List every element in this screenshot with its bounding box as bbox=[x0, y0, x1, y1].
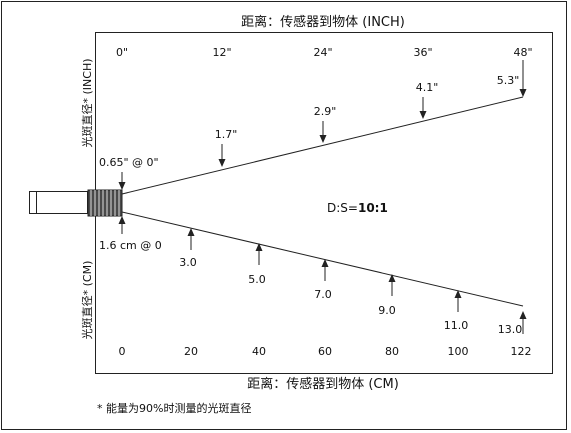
up-arrow bbox=[519, 311, 527, 334]
up-arrow bbox=[187, 228, 195, 250]
sensor-icon bbox=[29, 189, 123, 217]
spot-cm-label: 3.0 bbox=[179, 256, 197, 269]
spot-inch-label: 4.1" bbox=[416, 81, 439, 94]
origin-bottom-arrow bbox=[118, 216, 126, 234]
tick-inch: 48" bbox=[513, 46, 532, 59]
spot-inch-label: 2.9" bbox=[314, 105, 337, 118]
plot-frame bbox=[95, 32, 553, 374]
cm-ticks: 0 20 40 60 80 100 122 bbox=[119, 345, 532, 358]
beam-lower-edge bbox=[121, 211, 524, 307]
spot-cm-label: 7.0 bbox=[314, 288, 332, 301]
title-top: 距离：传感器到物体 (INCH) bbox=[241, 14, 405, 30]
tick-inch: 36" bbox=[413, 46, 432, 59]
up-arrow bbox=[388, 274, 396, 296]
tick-cm: 80 bbox=[385, 345, 399, 358]
up-arrow bbox=[255, 243, 263, 265]
down-arrow bbox=[419, 97, 427, 119]
inch-ticks: 0" 12" 24" 36" 48" bbox=[116, 46, 533, 59]
spot-inch-label: 5.3" bbox=[497, 74, 520, 87]
spot-cm-label: 5.0 bbox=[248, 273, 266, 286]
footnote: * 能量为90%时测量的光斑直径 bbox=[97, 401, 251, 415]
tick-inch: 12" bbox=[212, 46, 231, 59]
origin-top-arrow bbox=[118, 172, 126, 190]
up-arrow bbox=[321, 259, 329, 281]
tick-cm: 20 bbox=[184, 345, 198, 358]
beam-upper-edge bbox=[121, 96, 524, 195]
down-arrow bbox=[319, 121, 327, 143]
tick-cm: 100 bbox=[448, 345, 469, 358]
spot-inch-markers: 1.7" 2.9" 4.1" 5.3" bbox=[215, 60, 527, 167]
tick-cm: 122 bbox=[511, 345, 532, 358]
tick-cm: 40 bbox=[252, 345, 266, 358]
spot-cm-label: 11.0 bbox=[444, 319, 469, 332]
tick-cm: 60 bbox=[318, 345, 332, 358]
spot-cm-markers: 3.0 5.0 7.0 9.0 11.0 13.0 bbox=[179, 228, 527, 336]
ratio-value: 10:1 bbox=[358, 201, 388, 215]
spot-cm-label: 9.0 bbox=[378, 304, 396, 317]
ratio-label: D:S=10:1 bbox=[327, 201, 388, 215]
ratio-prefix: D:S= bbox=[327, 201, 358, 215]
up-arrow bbox=[454, 290, 462, 312]
tick-cm: 0 bbox=[119, 345, 126, 358]
tick-inch: 24" bbox=[313, 46, 332, 59]
tick-inch: 0" bbox=[116, 46, 128, 59]
down-arrow bbox=[519, 60, 527, 97]
origin-cm-label: 1.6 cm @ 0 bbox=[99, 239, 162, 252]
ylabel-bottom: 光斑直径* (CM) bbox=[80, 261, 94, 340]
down-arrow bbox=[218, 144, 226, 167]
origin-inch-label: 0.65" @ 0" bbox=[99, 156, 159, 169]
ylabel-top: 光斑直径* (INCH) bbox=[80, 58, 94, 147]
spot-inch-label: 1.7" bbox=[215, 128, 238, 141]
spot-cm-label: 13.0 bbox=[498, 323, 523, 336]
title-bottom: 距离：传感器到物体 (CM) bbox=[247, 376, 399, 392]
